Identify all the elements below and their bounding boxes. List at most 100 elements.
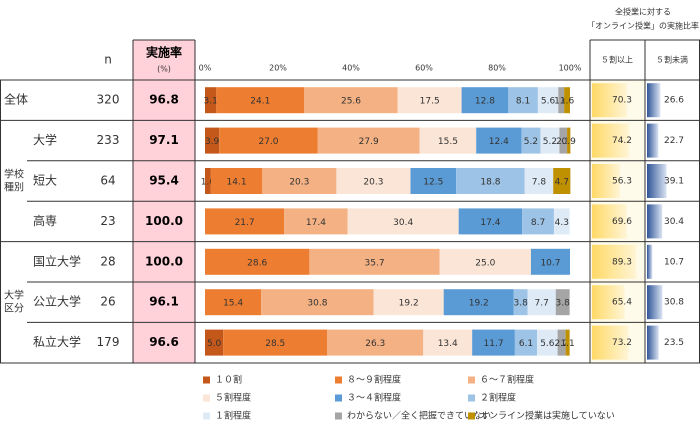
segment-label: 30.4 xyxy=(393,218,413,228)
under-label: 23.5 xyxy=(664,338,684,348)
legend-label: ２割程度 xyxy=(480,392,516,404)
segment-label: 5.6 xyxy=(541,97,556,107)
bar-segment xyxy=(524,168,554,194)
bar-segment xyxy=(205,127,220,154)
rate-value: 97.1 xyxy=(149,133,179,147)
bar-segment xyxy=(205,329,224,356)
bar-segment xyxy=(205,168,211,194)
under-bar xyxy=(647,123,659,158)
rate-value: 95.4 xyxy=(149,174,179,188)
legend-swatch xyxy=(203,394,210,402)
segment-label: 5.6 xyxy=(540,339,555,349)
bar-segment xyxy=(553,208,570,235)
over-bar xyxy=(592,123,630,158)
legend-label: ３～４割程度 xyxy=(347,392,401,404)
n-header: n xyxy=(104,53,112,67)
bar-segment xyxy=(347,208,459,235)
bar-segment xyxy=(336,168,411,194)
segment-label: 28.6 xyxy=(247,258,267,268)
segment-label: 1.6 xyxy=(560,97,575,107)
bar-segment xyxy=(219,127,318,154)
bar-segment xyxy=(530,248,570,275)
over-bar xyxy=(592,164,621,198)
bar-segment xyxy=(456,168,525,194)
segment-label: 1.6 xyxy=(554,97,569,107)
over-bar xyxy=(592,285,625,320)
x-tick-label: 20% xyxy=(269,64,287,73)
segment-label: 17.4 xyxy=(480,218,500,228)
rate-unit: (%) xyxy=(157,65,171,74)
n-value: 28 xyxy=(100,254,115,268)
segment-label: 2.1 xyxy=(556,137,570,147)
segment-label: 21.7 xyxy=(235,218,255,228)
bar-segment xyxy=(261,289,374,316)
segment-label: 19.2 xyxy=(399,299,419,309)
segment-label: 17.5 xyxy=(420,97,440,107)
bar-segment xyxy=(205,248,310,275)
bar-segment xyxy=(304,87,398,114)
segment-label: 12.8 xyxy=(475,97,495,107)
segment-label: 28.5 xyxy=(265,339,285,349)
under-bar xyxy=(647,244,653,279)
bar-segment xyxy=(262,168,337,194)
segment-label: 1.1 xyxy=(560,339,574,349)
bar-segment xyxy=(373,289,444,316)
row-label: 国立大学 xyxy=(33,253,81,268)
over-bar xyxy=(592,325,629,360)
segment-label: 25.6 xyxy=(341,97,361,107)
bar-segment xyxy=(223,329,328,356)
under-label: 26.6 xyxy=(664,96,684,106)
bar-segment xyxy=(327,329,424,356)
segment-label: 4.3 xyxy=(555,218,569,228)
over-label: 56.3 xyxy=(612,177,632,187)
under-label: 39.1 xyxy=(664,177,684,187)
segment-label: 3.8 xyxy=(556,299,571,309)
bar-segment xyxy=(522,208,554,235)
rate-value: 96.6 xyxy=(149,335,179,349)
bar-segment xyxy=(419,127,477,154)
segment-label: 19.2 xyxy=(469,299,489,309)
bar-segment xyxy=(216,87,305,114)
bar-segment xyxy=(205,208,285,235)
segment-label: 25.0 xyxy=(475,258,495,268)
segment-label: 5.2 xyxy=(524,137,538,147)
legend-label: オンライン授業は実施していない xyxy=(480,410,615,422)
bar-segment xyxy=(317,127,420,154)
bar-segment xyxy=(567,127,571,154)
segment-label: 8.7 xyxy=(531,218,545,228)
under-bar xyxy=(647,325,659,360)
segment-label: 7.7 xyxy=(535,299,549,309)
row-label: 大学 xyxy=(33,132,57,147)
rate-value: 100.0 xyxy=(145,214,183,228)
bar-segment xyxy=(508,87,538,114)
legend-swatch xyxy=(468,376,475,384)
bar-segment xyxy=(537,329,558,356)
bar-segment xyxy=(458,208,523,235)
segment-label: 8.1 xyxy=(516,97,530,107)
segment-label: 30.8 xyxy=(307,299,327,309)
over-bar xyxy=(592,244,637,279)
legend-label: １割程度 xyxy=(215,410,251,422)
legend-label: ５割程度 xyxy=(215,392,251,404)
bar-segment xyxy=(443,289,514,316)
segment-label: 3.1 xyxy=(203,97,217,107)
rate-value: 96.1 xyxy=(149,295,179,309)
under-label: 10.7 xyxy=(664,257,684,267)
row-label: 短大 xyxy=(33,174,57,188)
n-value: 233 xyxy=(97,133,120,147)
row-label: 全体 xyxy=(4,92,28,107)
legend-swatch xyxy=(335,412,342,420)
bar-segment xyxy=(555,289,570,316)
under-bar xyxy=(647,285,663,320)
segment-label: 14.1 xyxy=(227,178,247,188)
segment-label: 3.8 xyxy=(514,299,529,309)
legend-swatch xyxy=(468,394,475,402)
bar-segment xyxy=(410,168,457,194)
over-bar xyxy=(592,204,627,239)
bar-segment xyxy=(521,127,541,154)
bar-segment xyxy=(439,248,531,275)
n-value: 320 xyxy=(97,93,120,107)
segment-label: 27.0 xyxy=(258,137,278,147)
bar-segment xyxy=(210,168,263,194)
n-value: 179 xyxy=(97,335,120,349)
